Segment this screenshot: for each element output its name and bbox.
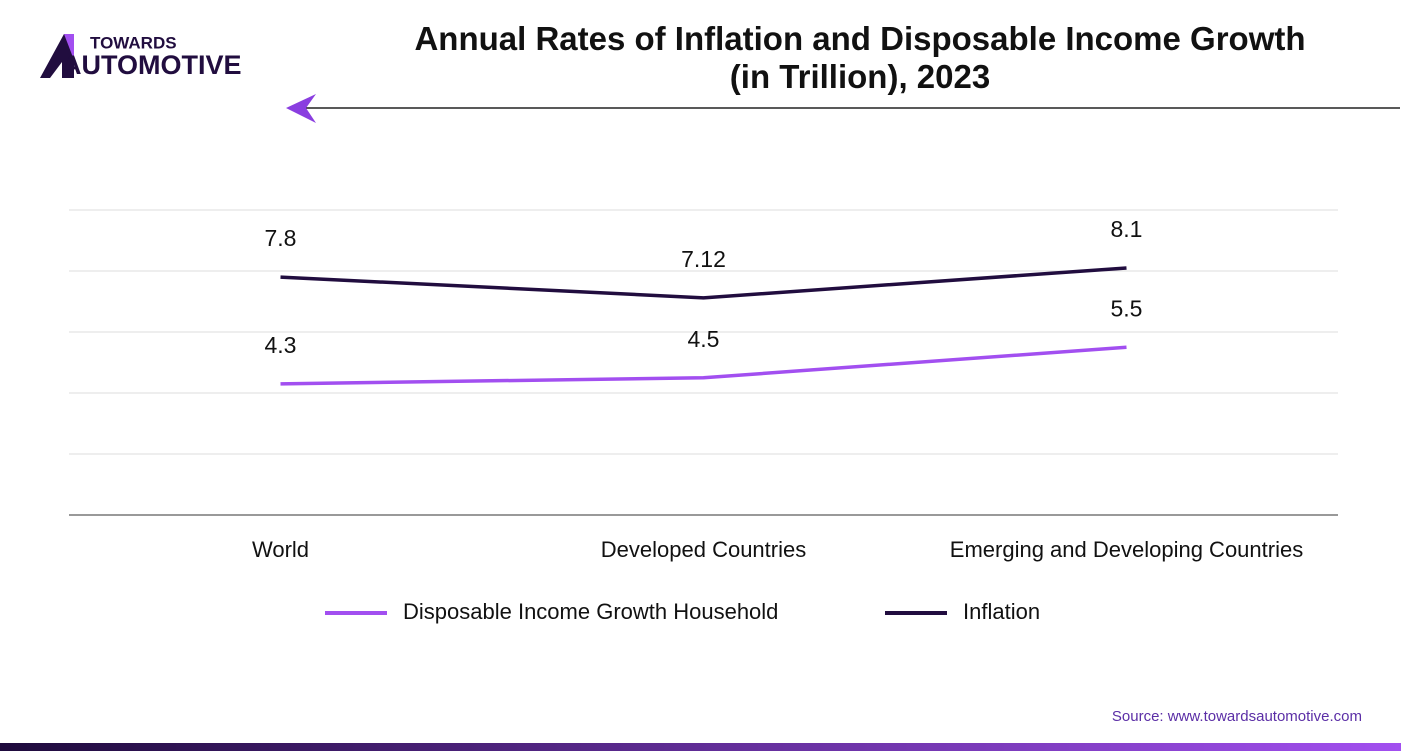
source: Source: www.towardsautomotive.com [1112, 708, 1362, 725]
data-label: 8.1 [1111, 216, 1143, 242]
series-line [280, 345, 1127, 386]
legend-label: Disposable Income Growth Household [403, 599, 778, 624]
data-label: 7.12 [681, 246, 726, 272]
logo-top: TOWARDS [90, 33, 177, 52]
data-label: 4.5 [688, 326, 720, 352]
logo-icon [40, 34, 74, 78]
x-tick-label: Developed Countries [601, 537, 806, 562]
data-label: 7.8 [265, 225, 297, 251]
x-tick-label: Emerging and Developing Countries [950, 537, 1303, 562]
bottom-bar [0, 743, 1401, 751]
x-tick-label: World [252, 537, 309, 562]
chart-title: Annual Rates of Inflation and Disposable… [414, 20, 1306, 95]
logo-bottom: AUTOMOTIVE [62, 50, 242, 80]
data-label: 4.3 [265, 332, 297, 358]
arrow-head [286, 94, 316, 123]
data-label: 5.5 [1111, 295, 1143, 321]
legend-label: Inflation [963, 599, 1040, 624]
logo-icon-accent [64, 34, 74, 60]
series-line [280, 266, 1127, 300]
